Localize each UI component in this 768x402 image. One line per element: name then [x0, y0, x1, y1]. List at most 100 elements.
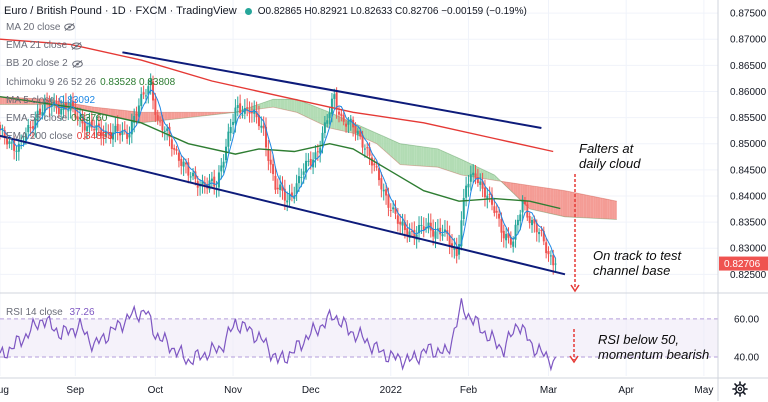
cloud-segment [414, 146, 416, 166]
cloud-segment [450, 154, 452, 172]
cloud-segment [391, 140, 393, 159]
cloud-segment [431, 148, 433, 167]
candle-body [489, 194, 491, 195]
cloud-segment [297, 99, 299, 113]
eye-off-icon[interactable] [72, 60, 83, 68]
price-tick-label: 0.86000 [730, 87, 767, 98]
legend-item[interactable]: MA 20 close [6, 22, 75, 34]
legend-label: EMA 55 close [6, 113, 67, 124]
cloud-segment [167, 112, 169, 120]
live-dot-icon [245, 8, 252, 15]
candle-body [380, 178, 382, 189]
candle-body [329, 113, 331, 119]
cloud-segment [603, 198, 605, 219]
rsi-legend[interactable]: RSI 14 close 37.26 [6, 307, 95, 319]
candle-body [119, 133, 121, 136]
cloud-segment [179, 112, 181, 118]
legend-item[interactable]: EMA 55 close 0.83760 [6, 113, 107, 125]
eye-off-icon[interactable] [64, 23, 75, 31]
cloud-segment [407, 145, 409, 166]
time-tick-label: Nov [224, 385, 242, 396]
cloud-segment [374, 132, 376, 143]
legend-value: 0.83092 [59, 95, 95, 106]
candle-body [154, 99, 156, 115]
candle-body [246, 107, 248, 108]
candle-body [117, 124, 119, 131]
cloud-segment [610, 200, 612, 219]
candle-body [435, 231, 437, 238]
price-tick-label: 0.84500 [730, 165, 767, 176]
cloud-segment [278, 99, 280, 108]
candle-body [538, 232, 540, 234]
candle-body [465, 186, 467, 198]
legend-value: 0.83760 [71, 113, 107, 124]
candle-body [373, 163, 375, 165]
cloud-segment [188, 112, 190, 117]
cloud-segment [195, 112, 197, 116]
legend-item[interactable]: EMA 21 close [6, 40, 82, 52]
cloud-segment [607, 199, 609, 219]
candle-body [550, 255, 552, 256]
time-tick-label: Oct [148, 385, 164, 396]
candle-body [472, 173, 474, 176]
cloud-segment [581, 194, 583, 218]
cloud-segment [125, 111, 127, 120]
cloud-segment [534, 186, 536, 210]
channel-lower-line [0, 136, 565, 274]
candle-body [272, 164, 274, 174]
candle-body [364, 149, 366, 150]
price-tick-label: 0.83500 [730, 218, 767, 229]
candle-body [232, 122, 234, 125]
candle-body [548, 251, 550, 254]
candle-body [387, 194, 389, 208]
candle-body [498, 214, 500, 219]
gear-icon[interactable] [732, 381, 748, 397]
legend-item[interactable]: BB 20 close 2 [6, 58, 83, 70]
cloud-segment [287, 99, 289, 110]
candle-body [279, 184, 281, 189]
candle-body [300, 177, 302, 178]
cloud-segment [447, 153, 449, 171]
candle-body [241, 115, 243, 116]
cloud-segment [386, 137, 388, 154]
cloud-segment [186, 112, 188, 117]
candle-body [128, 134, 130, 137]
cloud-segment [365, 128, 367, 139]
candle-body [270, 160, 272, 165]
eye-off-icon[interactable] [71, 42, 82, 50]
candle-body [30, 127, 32, 128]
ohlc-readout: O0.82865 H0.82921 L0.82633 C0.82706 −0.0… [258, 6, 527, 17]
cloud-segment [586, 195, 588, 218]
cloud-segment [388, 138, 390, 156]
cloud-segment [461, 159, 463, 175]
cloud-segment [165, 112, 167, 120]
candle-body [136, 114, 138, 116]
candle-body [493, 206, 495, 213]
candle-body [399, 222, 401, 225]
cloud-segment [567, 191, 569, 217]
cloud-segment [417, 146, 419, 166]
cloud-segment [370, 130, 372, 141]
cloud-segment [268, 100, 270, 108]
cloud-segment [537, 187, 539, 212]
cloud-segment [193, 112, 195, 117]
legend-label: EMA 200 close [6, 131, 73, 142]
candle-body [357, 131, 359, 135]
cloud-segment [433, 148, 435, 167]
cloud-segment [403, 144, 405, 165]
candle-body [397, 215, 399, 223]
candle-body [517, 220, 519, 225]
cloud-segment [177, 112, 179, 119]
cloud-segment [546, 188, 548, 213]
candle-body [239, 103, 241, 113]
cloud-segment [294, 99, 296, 112]
cloud-segment [301, 101, 303, 116]
cloud-segment [436, 149, 438, 168]
price-tick-label: 0.83000 [730, 244, 767, 255]
cloud-segment [419, 146, 421, 166]
candle-body [223, 162, 225, 168]
symbol-title[interactable]: Euro / British Pound · 1D · FXCM · Tradi… [4, 5, 237, 17]
